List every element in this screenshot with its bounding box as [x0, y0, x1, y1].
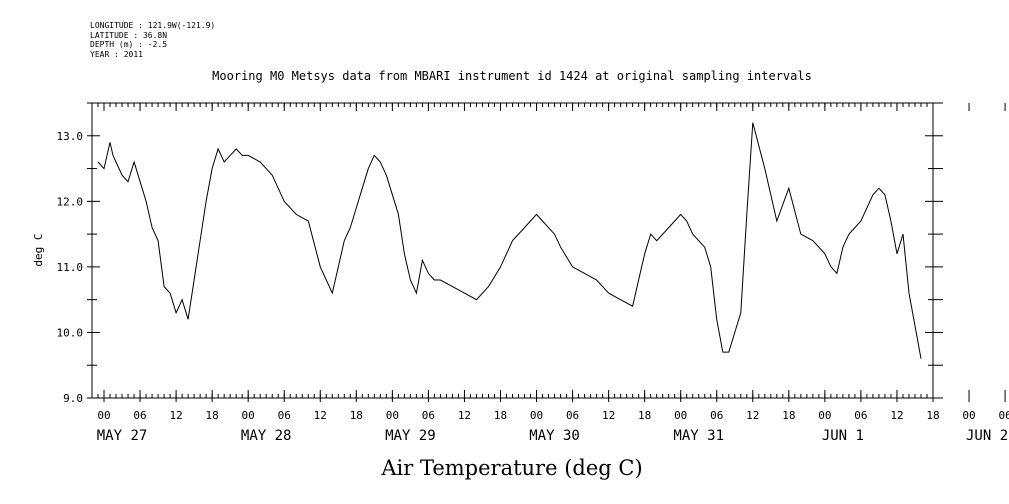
- x-tick-label: 06: [566, 409, 579, 422]
- day-label: MAY 28: [241, 428, 292, 444]
- latitude-text: LATITUDE : 36.8N: [90, 30, 168, 40]
- y-tick-label: 11.0: [57, 261, 84, 274]
- x-tick-label: 06: [854, 409, 867, 422]
- day-label: MAY 27: [97, 428, 148, 444]
- x-tick-label: 12: [746, 409, 759, 422]
- x-tick-label: 00: [818, 409, 831, 422]
- depth-text: DEPTH (m) : -2.5: [90, 40, 168, 49]
- x-tick-label: 00: [674, 409, 687, 422]
- x-tick-label: 00: [962, 409, 975, 422]
- x-tick-label: 00: [530, 409, 543, 422]
- x-tick-label: 18: [638, 409, 651, 422]
- x-tick-label: 12: [314, 409, 327, 422]
- x-tick-label: 18: [350, 409, 363, 422]
- y-tick-label: 10.0: [57, 326, 84, 339]
- day-label: MAY 30: [529, 428, 580, 444]
- y-tick-label: 12.0: [57, 195, 84, 208]
- x-tick-label: 12: [890, 409, 903, 422]
- x-tick-label: 18: [782, 409, 795, 422]
- x-tick-label: 00: [386, 409, 399, 422]
- x-tick-label: 06: [422, 409, 435, 422]
- x-tick-label: 00: [97, 409, 110, 422]
- x-tick-label: 18: [926, 409, 939, 422]
- x-tick-label: 12: [169, 409, 182, 422]
- y-tick-label: 9.0: [63, 392, 83, 405]
- day-label: MAY 31: [673, 428, 724, 444]
- x-axis-label: Air Temperature (deg C): [380, 456, 642, 480]
- x-tick-label: 00: [242, 409, 255, 422]
- axis-tick-labels: 00 06 12 18 00 06 12 18 00 06 12 18 00 06 12 18 00 06 12 18…: [57, 130, 1009, 444]
- y-tick-label: 13.0: [57, 130, 84, 143]
- x-tick-label: 18: [494, 409, 507, 422]
- chart-title: Mooring M0 Metsys data from MBARI instru…: [212, 69, 812, 83]
- day-label: JUN 2: [966, 428, 1008, 444]
- y-axis-label: deg C: [32, 233, 45, 266]
- x-tick-label: 12: [458, 409, 471, 422]
- x-tick-label: 06: [998, 409, 1009, 422]
- day-label: MAY 29: [385, 428, 436, 444]
- x-tick-label: 06: [133, 409, 146, 422]
- day-label: JUN 1: [822, 428, 864, 444]
- x-tick-label: 12: [602, 409, 615, 422]
- mooring-metadata: LONGITUDE : 121.9W(-121.9) LATITUDE : 36…: [90, 21, 215, 59]
- x-tick-label: 06: [278, 409, 291, 422]
- temperature-series-line: [97, 122, 922, 359]
- longitude-text: LONGITUDE : 121.9W(-121.9): [90, 21, 216, 30]
- x-tick-label: 18: [206, 409, 219, 422]
- plot-frame: [91, 102, 934, 399]
- year-text: YEAR : 2011: [90, 49, 143, 59]
- x-tick-label: 06: [710, 409, 723, 422]
- axis-ticks: [87, 102, 1006, 402]
